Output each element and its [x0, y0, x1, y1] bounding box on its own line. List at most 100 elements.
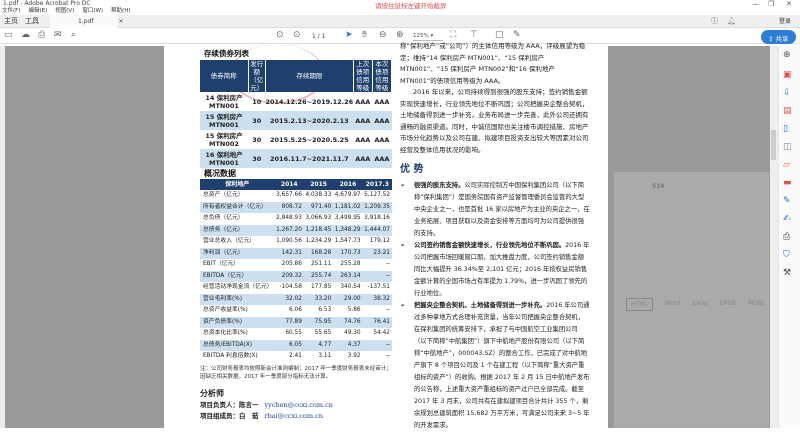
- table-row: 净利润（亿元） 142.31 168.28 170.73 23.21: [200, 247, 392, 260]
- maximize-button[interactable]: ❐: [768, 0, 775, 8]
- table-cell: --: [362, 270, 392, 283]
- table-cell: AAA: [355, 97, 371, 106]
- bullet-item: ➢ 把握央企整合契机，土地储备得到进一步补充。2016 年公司通过多种拿地方式合理…: [400, 300, 590, 432]
- table-cell: EBIT（亿元）: [200, 259, 275, 271]
- tab-home[interactable]: 主页: [4, 17, 18, 25]
- right-column: 称“保利地产”或“公司”）的主体信用等级为 AAA，评级展望为稳定；维持“14 …: [400, 41, 590, 432]
- format-word[interactable]: Word: [664, 300, 681, 307]
- table-cell: 1,090.56: [274, 236, 304, 248]
- table-cell: 总债务（亿元）: [200, 224, 275, 237]
- menu-window[interactable]: 窗口(W): [82, 8, 104, 14]
- zoom-select[interactable]: 125% ▾: [413, 33, 443, 41]
- table-cell: 15 保利房产 MTN002: [205, 131, 243, 148]
- format-excel[interactable]: Excel: [692, 300, 709, 307]
- scrollbar-thumb[interactable]: [771, 130, 776, 160]
- advantages-heading: 优 势: [400, 164, 424, 175]
- table-cell: 1,547.73: [333, 236, 363, 248]
- table-row: 14 保利房产 MTN001 10 2014.12.26~2019.12.26 AAA…: [200, 92, 392, 111]
- menu-view[interactable]: 视图(V): [55, 8, 75, 14]
- pen-icon[interactable]: ✎: [513, 30, 521, 40]
- table-cell: EBITDA 利息倍数(X): [200, 351, 275, 363]
- table-row: 总负债（亿元） 2,848.93 3,066.93 3,498.95 3,918.16: [200, 213, 392, 225]
- table-row: 15 保利房产 MTN001 30 2015.2.13~2020.2.13 AAA AA…: [200, 111, 392, 130]
- table-cell: EBITDA（亿元）: [200, 270, 275, 283]
- table-cell: AAA: [372, 111, 392, 130]
- table-cell: --: [362, 305, 392, 317]
- dimmed-area: [5, 46, 164, 428]
- signature-icon[interactable]: ✍: [783, 214, 791, 224]
- print-icon[interactable]: ⎙: [38, 30, 46, 40]
- screenshot-notice: 请按住鼠标左键开始截屏: [375, 2, 447, 10]
- print-tool-icon[interactable]: ⎙: [783, 232, 791, 242]
- format-epub[interactable]: EPUB: [720, 300, 736, 307]
- next-page-icon[interactable]: ⊙: [293, 30, 301, 40]
- save-icon[interactable]: ▭: [4, 30, 13, 40]
- table-cell: 总资产收益率(%): [200, 305, 275, 317]
- more-tools-icon[interactable]: ⚒: [783, 268, 792, 278]
- table-cell: 30: [248, 149, 266, 168]
- email-icon[interactable]: ✉: [54, 30, 62, 40]
- left-column: 存续债券列表 债券简称 发行额（亿元） 存续期限 上次债项信用等级 本次债项信用等级 1…: [200, 49, 393, 421]
- summary-table: 保利地产 2014 2015 2016 2017.3 总资产（亿元） 3,657.66 4,…: [200, 179, 392, 363]
- format-html[interactable]: HTML: [626, 298, 653, 311]
- compare-icon[interactable]: ◫: [783, 142, 792, 152]
- format-mobi[interactable]: MOBI: [747, 300, 764, 307]
- tab-file[interactable]: 1.pdf ×: [50, 15, 124, 28]
- analyst-row: 项目组成员：白 茹 rbai@ccxi.com.cn: [200, 411, 392, 421]
- hand-tool-icon[interactable]: ✋︎: [362, 30, 368, 40]
- scrollbar[interactable]: [770, 46, 778, 428]
- analyst-email[interactable]: yychen@ccxi.com.cn: [264, 401, 333, 409]
- export-pdf-icon[interactable]: ▣: [783, 70, 792, 80]
- table-cell: 4.77: [303, 339, 334, 352]
- table-cell: 32.02: [274, 293, 304, 306]
- comment-icon[interactable]: ▢: [495, 30, 504, 40]
- menu-edit[interactable]: 编辑(E): [28, 8, 48, 14]
- edit-pdf-icon[interactable]: ▯: [783, 124, 788, 134]
- organize-pages-icon[interactable]: ▤: [783, 106, 792, 116]
- scroll-mode-icon[interactable]: ⊤: [470, 30, 478, 40]
- table-cell: 76.41: [362, 316, 392, 329]
- fit-page-icon[interactable]: ⛶: [450, 30, 457, 40]
- col-header: 本次债项信用等级: [372, 60, 393, 92]
- zoom-value: 125%: [413, 33, 429, 39]
- tab-file-label: 1.pdf: [78, 18, 94, 25]
- table-cell: 177.85: [303, 282, 334, 294]
- table-cell: 971.40: [303, 201, 334, 214]
- table-row: EBIT（亿元） 205.86 251.11 255.28 --: [200, 259, 392, 271]
- close-button[interactable]: ✕: [786, 0, 792, 8]
- table-row: 总债务（亿元） 1,267.20 1,218.45 1,348.29 1,444.07: [200, 224, 392, 237]
- share-button[interactable]: ⇪ 共享: [761, 30, 796, 44]
- protect-icon[interactable]: ⛉: [783, 250, 790, 260]
- bell-icon[interactable]: 🔔︎: [727, 17, 736, 25]
- tab-tools[interactable]: 工具: [25, 17, 39, 25]
- table-cell: AAA: [353, 149, 373, 168]
- page-number-input[interactable]: 1: [312, 33, 316, 40]
- table-cell: 1,348.29: [333, 224, 363, 237]
- zoom-tool-icon[interactable]: ⊕: [783, 50, 791, 60]
- table-cell: 6.06: [274, 305, 304, 317]
- analyst-email[interactable]: rbai@ccxi.com.cn: [264, 412, 323, 420]
- col-header: 债券简称: [200, 60, 249, 92]
- create-pdf-icon[interactable]: ⇩: [783, 88, 791, 98]
- login-link[interactable]: 登录: [779, 18, 792, 25]
- zoom-out-icon[interactable]: ⊖: [379, 30, 387, 40]
- table-cell: 77.89: [274, 316, 304, 329]
- close-tab-icon[interactable]: ×: [118, 18, 124, 25]
- menu-file[interactable]: 文件(F): [2, 8, 21, 14]
- help-icon[interactable]: ⓘ: [711, 17, 718, 25]
- minimize-button[interactable]: —: [752, 0, 759, 8]
- table-cell: 205.86: [274, 259, 304, 271]
- upload-cloud-icon[interactable]: ☁: [21, 30, 30, 40]
- zoom-in-icon[interactable]: ⊕: [396, 30, 404, 40]
- table-cell: 3,657.66: [274, 190, 304, 202]
- fill-sign-icon[interactable]: ✎: [783, 196, 791, 206]
- search-icon[interactable]: ⌕: [71, 30, 77, 40]
- select-cursor-icon[interactable]: ➤: [345, 30, 353, 40]
- table-cell: 170.73: [333, 247, 363, 260]
- prev-page-icon[interactable]: ⊙: [276, 30, 284, 40]
- table-cell: --: [362, 351, 392, 363]
- menu-help[interactable]: 帮助(H): [111, 8, 131, 14]
- table-cell: 251.11: [303, 259, 334, 271]
- combine-icon[interactable]: ▱: [783, 160, 790, 170]
- comment-tool-icon[interactable]: ▬: [783, 178, 792, 188]
